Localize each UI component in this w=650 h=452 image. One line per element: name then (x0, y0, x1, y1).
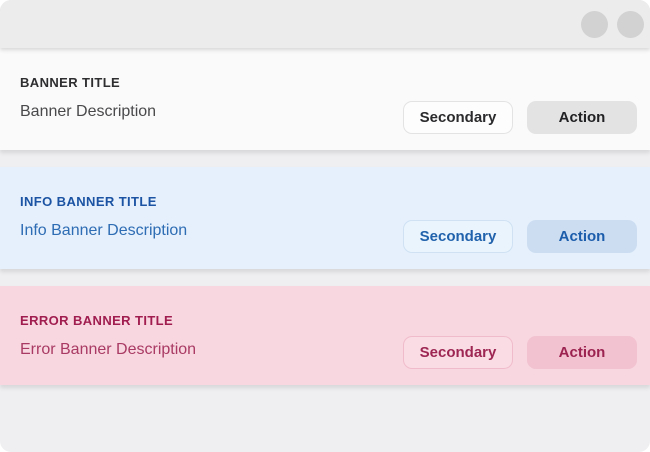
secondary-button[interactable]: Secondary (403, 336, 513, 369)
banner-texts: ERROR BANNER TITLE Error Banner Descript… (20, 313, 196, 359)
secondary-button[interactable]: Secondary (403, 101, 513, 134)
banner-description: Info Banner Description (20, 222, 188, 239)
banner-texts: INFO BANNER TITLE Info Banner Descriptio… (20, 194, 187, 240)
banner-description: Error Banner Description (20, 341, 197, 358)
divider (0, 269, 650, 286)
banner-texts: BANNER TITLE Banner Description (20, 75, 156, 121)
banner-default: BANNER TITLE Banner Description Secondar… (0, 48, 650, 150)
banner-buttons: Secondary Action (403, 336, 637, 369)
secondary-button[interactable]: Secondary (403, 220, 513, 253)
titlebar (0, 0, 650, 48)
action-button[interactable]: Action (527, 101, 637, 134)
action-button[interactable]: Action (527, 336, 637, 369)
window-control-icon[interactable] (581, 10, 608, 38)
banner-buttons: Secondary Action (403, 220, 637, 253)
banner-buttons: Secondary Action (403, 101, 637, 134)
window-control-icon[interactable] (617, 10, 644, 38)
banner-title: BANNER TITLE (20, 75, 121, 90)
divider (0, 150, 650, 167)
banner-description: Banner Description (20, 103, 157, 120)
banner-title: INFO BANNER TITLE (20, 194, 157, 209)
banner-title: ERROR BANNER TITLE (20, 313, 174, 328)
banner-error: ERROR BANNER TITLE Error Banner Descript… (0, 286, 650, 385)
action-button[interactable]: Action (527, 220, 637, 253)
banner-info: INFO BANNER TITLE Info Banner Descriptio… (0, 167, 650, 269)
